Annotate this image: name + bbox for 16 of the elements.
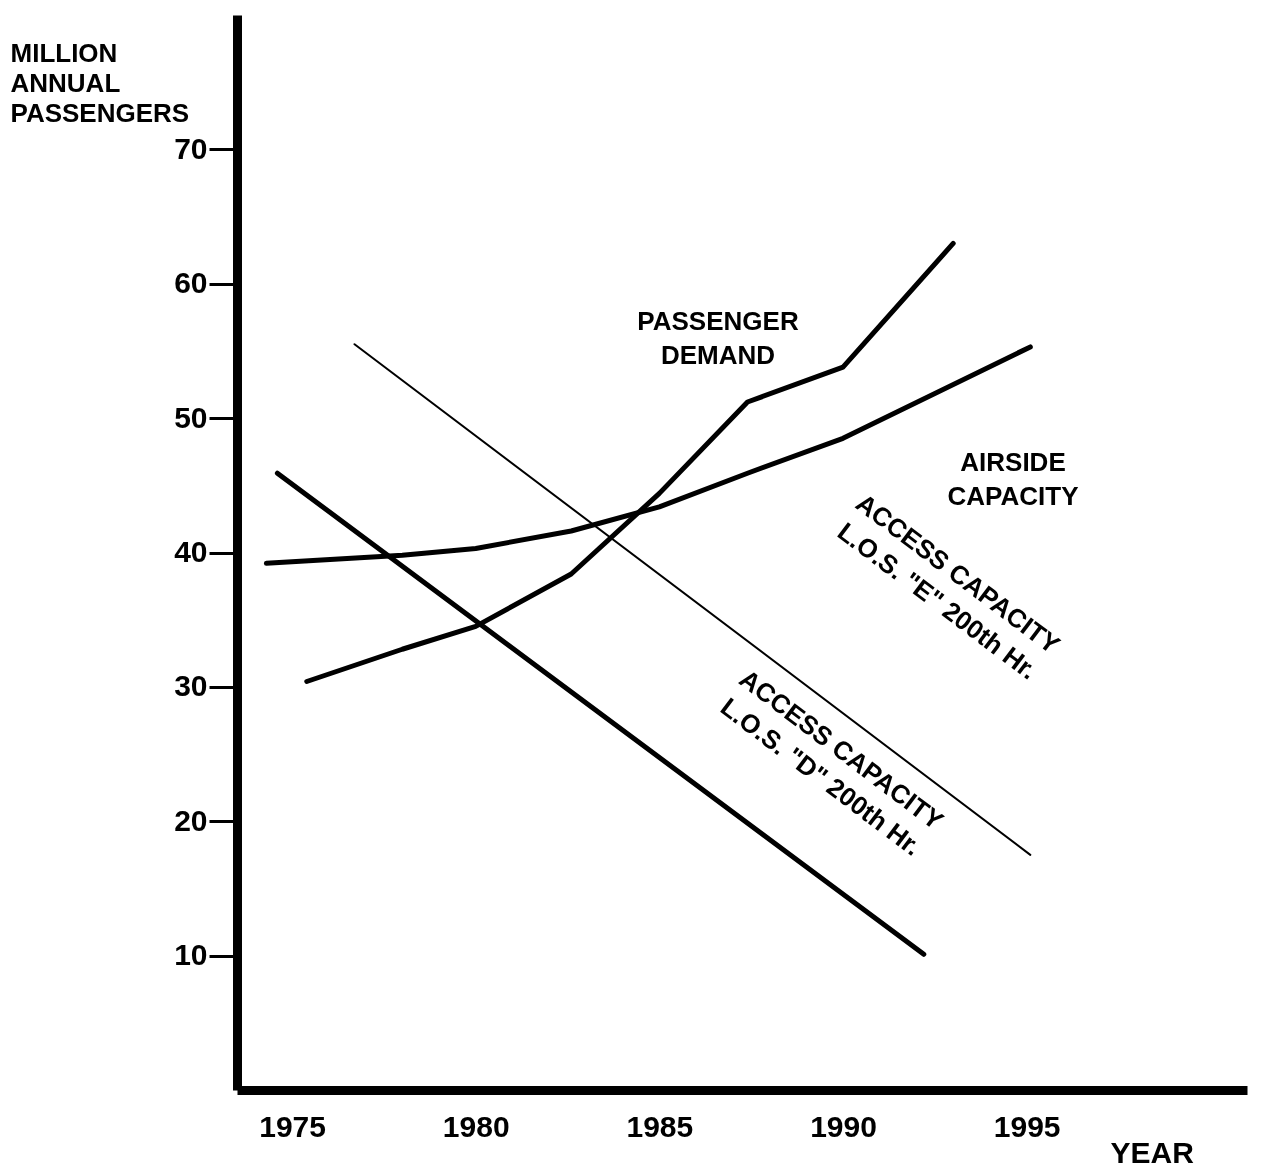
y-axis-title: MILLION ANNUAL PASSENGERS bbox=[10, 37, 190, 128]
y-tick-label: 20 bbox=[174, 803, 208, 837]
x-tick-label: 1975 bbox=[259, 1109, 326, 1143]
y-tick-label: 50 bbox=[174, 400, 208, 434]
y-tick-label: 60 bbox=[174, 266, 208, 300]
y-tick-label: 40 bbox=[174, 535, 208, 568]
series-label: PASSENGER DEMAND bbox=[637, 306, 799, 371]
y-tick-label: 30 bbox=[174, 669, 208, 703]
x-tick-label: 1985 bbox=[626, 1109, 694, 1143]
y-tick-label: 70 bbox=[174, 131, 208, 165]
x-tick-label: 1990 bbox=[810, 1109, 877, 1143]
text: AIRSIDE CAPACITY bbox=[947, 447, 1079, 512]
y-tick-label: 10 bbox=[174, 938, 208, 972]
x-axis-title: YEAR bbox=[1110, 1135, 1195, 1169]
x-tick-label: 1980 bbox=[442, 1109, 510, 1143]
x-tick-label: 1995 bbox=[993, 1109, 1061, 1143]
